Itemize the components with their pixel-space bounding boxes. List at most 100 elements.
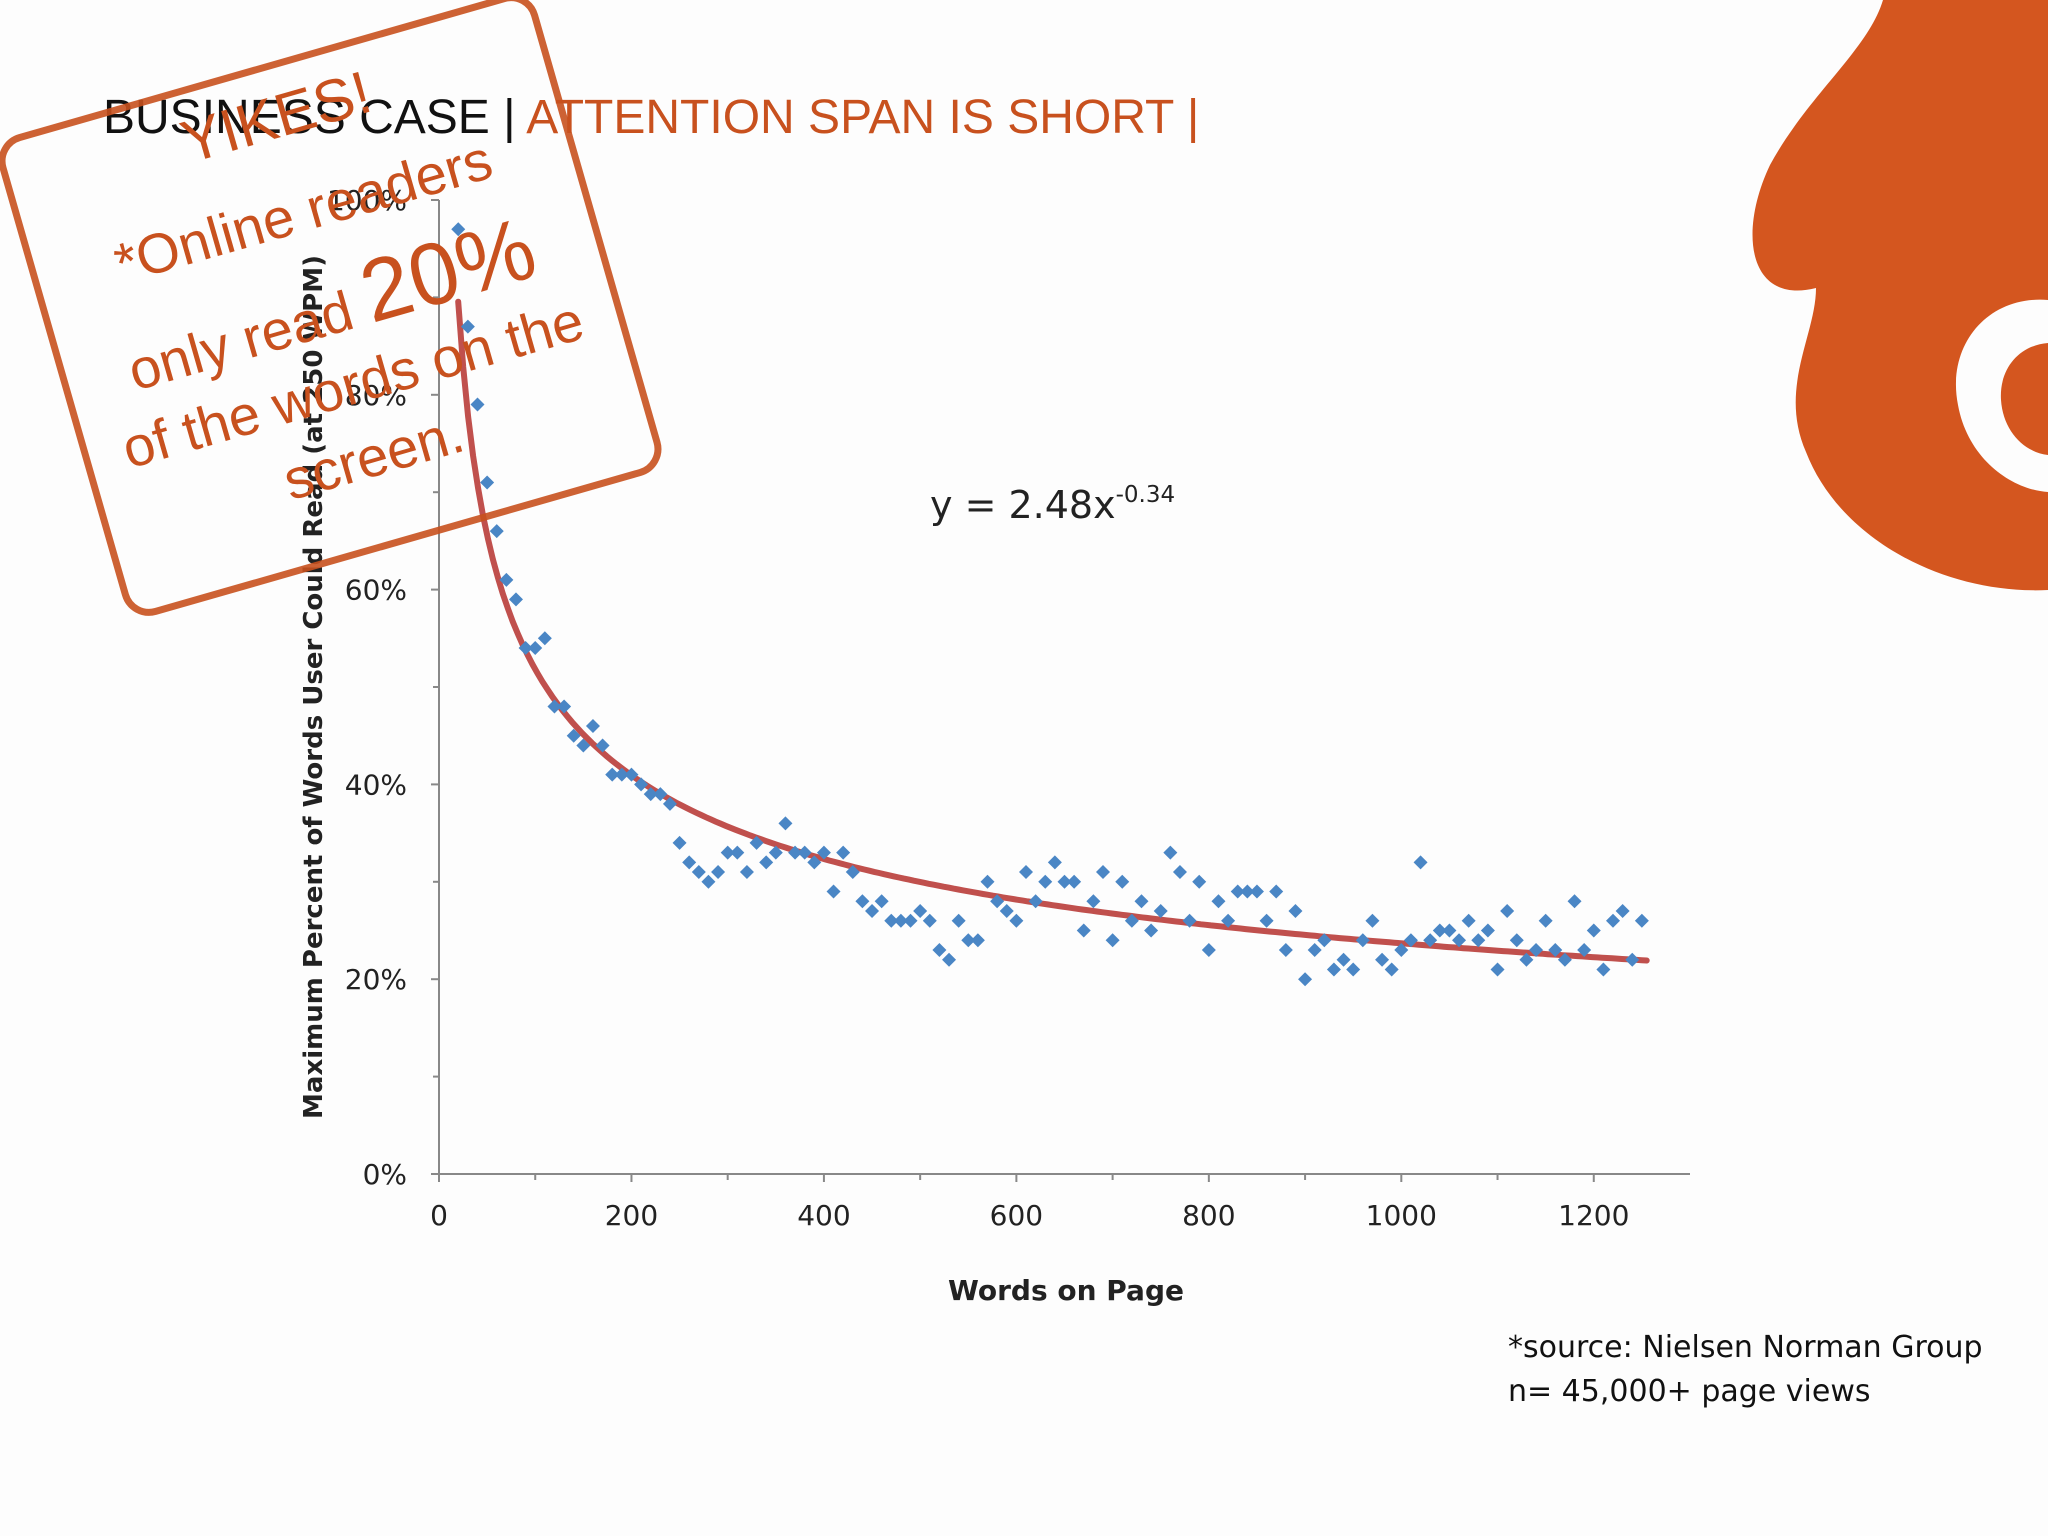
- data-point: [1288, 904, 1303, 919]
- data-point: [585, 718, 600, 733]
- y-tick-label: 100%: [327, 184, 407, 217]
- data-point: [1221, 913, 1236, 928]
- data-point: [816, 845, 831, 860]
- data-point: [884, 913, 899, 928]
- data-point: [1211, 894, 1226, 909]
- data-point: [451, 222, 466, 237]
- data-point: [1230, 884, 1245, 899]
- data-point: [797, 845, 812, 860]
- data-point: [1538, 913, 1553, 928]
- data-point: [1317, 933, 1332, 948]
- title-highlight: ATTENTION SPAN IS SHORT |: [526, 91, 1200, 144]
- data-point: [1144, 923, 1159, 938]
- slide-title: BUSINESS CASE | ATTENTION SPAN IS SHORT …: [103, 86, 1199, 150]
- data-point: [537, 631, 552, 646]
- data-point: [547, 699, 562, 714]
- data-point: [970, 933, 985, 948]
- data-point: [1606, 913, 1621, 928]
- data-point: [1615, 904, 1630, 919]
- sample-size-line: n= 45,000+ page views: [1508, 1374, 1871, 1409]
- data-point: [614, 767, 629, 782]
- data-point: [999, 904, 1014, 919]
- data-point: [1009, 913, 1024, 928]
- data-point: [1452, 933, 1467, 948]
- data-point: [855, 894, 870, 909]
- logo-c-letter: [1955, 299, 2048, 492]
- data-point: [807, 855, 822, 870]
- data-point: [951, 913, 966, 928]
- data-point: [1471, 933, 1486, 948]
- x-tick-label: 800: [1182, 1199, 1235, 1232]
- data-point: [1115, 874, 1130, 889]
- data-point: [1577, 942, 1592, 957]
- data-point: [1480, 923, 1495, 938]
- x-tick-label: 600: [990, 1199, 1043, 1232]
- data-point: [1384, 962, 1399, 977]
- data-point: [518, 641, 533, 656]
- data-point: [672, 835, 687, 850]
- data-point: [1134, 894, 1149, 909]
- y-axis-label: Maximum Percent of Words User Could Read…: [299, 255, 329, 1119]
- data-point: [1326, 962, 1341, 977]
- data-point: [749, 835, 764, 850]
- data-point: [1490, 962, 1505, 977]
- data-point: [1057, 874, 1072, 889]
- data-point: [893, 913, 908, 928]
- data-point: [1019, 865, 1034, 880]
- data-point: [1172, 865, 1187, 880]
- data-point: [961, 933, 976, 948]
- data-point: [508, 592, 523, 607]
- data-point: [913, 904, 928, 919]
- data-point: [480, 475, 495, 490]
- data-point: [1413, 855, 1428, 870]
- y-tick-label: 40%: [345, 768, 407, 801]
- x-tick-label: 1000: [1366, 1199, 1437, 1232]
- data-point: [932, 942, 947, 957]
- data-point: [903, 913, 918, 928]
- data-point: [1047, 855, 1062, 870]
- data-point: [1365, 913, 1380, 928]
- data-point: [1519, 952, 1534, 967]
- data-point: [1067, 874, 1082, 889]
- data-point: [1095, 865, 1110, 880]
- data-point: [778, 816, 793, 831]
- data-point: [1086, 894, 1101, 909]
- y-tick-label: 20%: [345, 963, 407, 996]
- data-point: [1625, 952, 1640, 967]
- data-point: [1192, 874, 1207, 889]
- data-point: [682, 855, 697, 870]
- data-point: [489, 524, 504, 539]
- data-point: [1153, 904, 1168, 919]
- data-point: [826, 884, 841, 899]
- data-point: [1249, 884, 1264, 899]
- data-point: [1336, 952, 1351, 967]
- data-point: [1038, 874, 1053, 889]
- x-tick-label: 0: [430, 1199, 448, 1232]
- data-point: [576, 738, 591, 753]
- data-point: [1105, 933, 1120, 948]
- y-tick-label: 60%: [345, 574, 407, 607]
- data-point: [720, 845, 735, 860]
- data-point: [634, 777, 649, 792]
- data-point: [1269, 884, 1284, 899]
- data-point: [1586, 923, 1601, 938]
- x-tick-label: 200: [605, 1199, 658, 1232]
- data-point: [1124, 913, 1139, 928]
- flame-shape: [1752, 0, 2048, 591]
- data-point: [557, 699, 572, 714]
- data-point: [1461, 913, 1476, 928]
- data-point: [845, 865, 860, 880]
- data-point: [1548, 942, 1563, 957]
- x-axis-label: Words on Page: [948, 1274, 1184, 1307]
- source-note: *source: Nielsen Norman Group n= 45,000+…: [1508, 1326, 1983, 1414]
- data-point: [1509, 933, 1524, 948]
- data-point: [653, 787, 668, 802]
- y-tick-label: 80%: [345, 379, 407, 412]
- data-point: [1375, 952, 1390, 967]
- data-point: [1346, 962, 1361, 977]
- title-prefix: BUSINESS CASE |: [103, 91, 527, 144]
- data-point: [701, 874, 716, 889]
- data-point: [1403, 933, 1418, 948]
- data-point: [643, 787, 658, 802]
- data-point: [566, 728, 581, 743]
